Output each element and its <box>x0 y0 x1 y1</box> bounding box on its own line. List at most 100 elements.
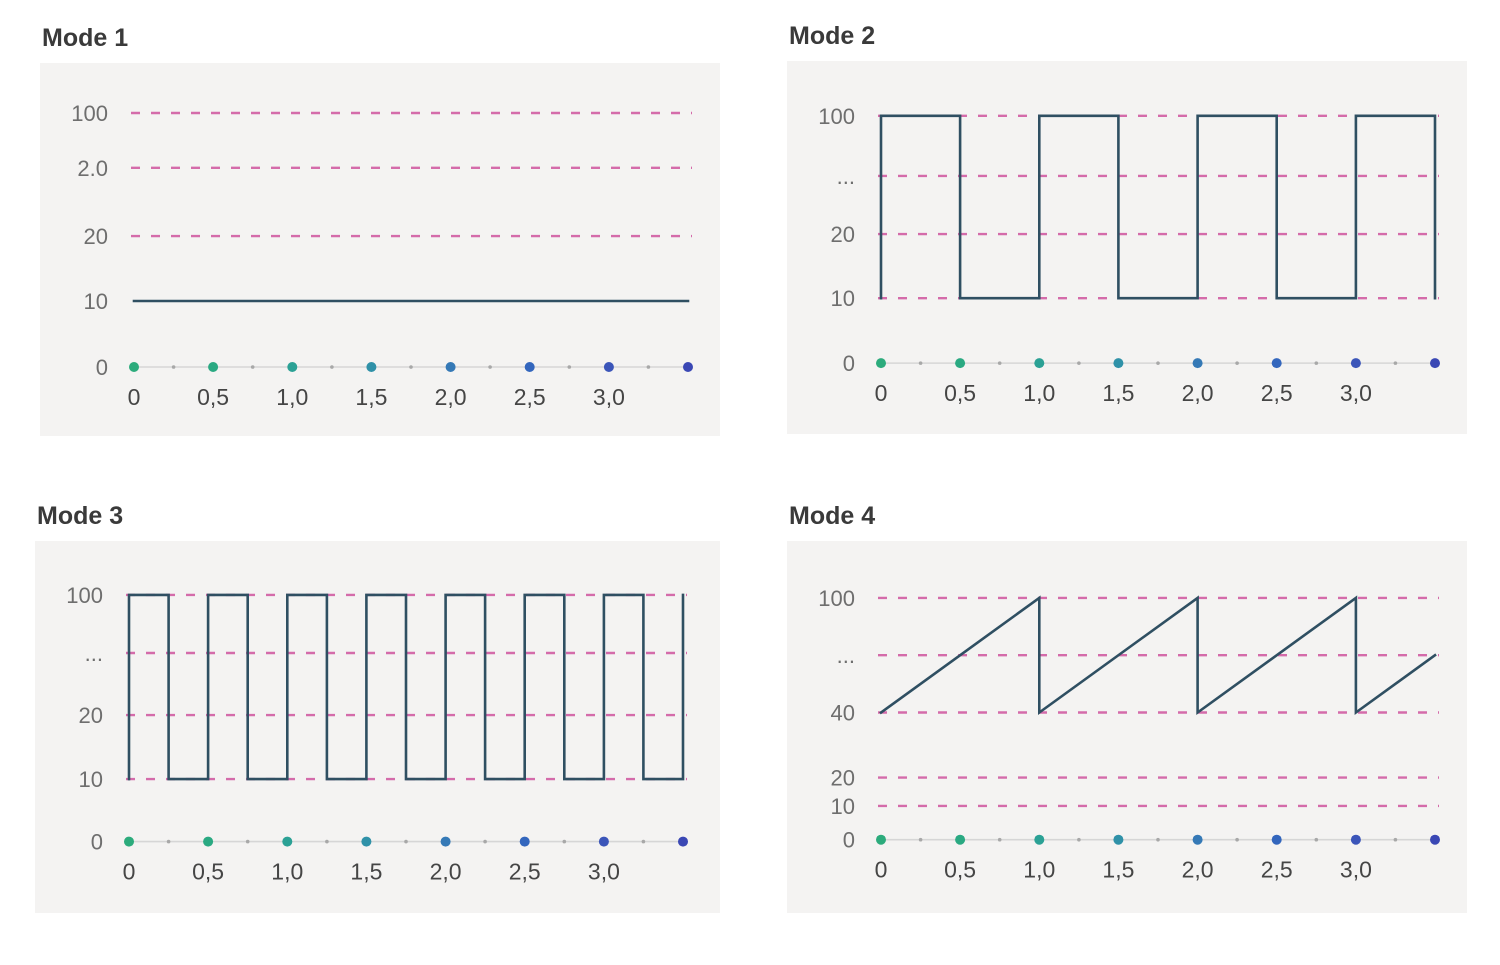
axis-major-tick-dot <box>876 834 886 845</box>
waveform-line <box>879 595 1437 716</box>
x-tick-label: 0,5 <box>192 859 224 885</box>
chart-panel-mode-1: 100 2.0 20 10 0 0 0,5 1,0 1,5 2,0 2,5 3,0 <box>40 63 720 436</box>
x-tick-label: 1,0 <box>1023 380 1055 406</box>
x-tick-label: 1,5 <box>355 384 387 410</box>
x-tick-label: 1,0 <box>1023 857 1055 883</box>
axis-minor-tick-dot <box>409 365 413 369</box>
chart-title-mode-2: Mode 2 <box>789 22 876 50</box>
x-tick-label: 0 <box>875 857 888 883</box>
axis-minor-tick-dot <box>567 365 572 369</box>
y-tick-label: 10 <box>79 767 103 792</box>
axis-minor-tick-dot <box>1077 361 1081 365</box>
y-tick-label: 0 <box>91 830 103 855</box>
axis-minor-tick-dot <box>1393 837 1398 842</box>
waveform-line <box>127 593 685 781</box>
axis-major-tick-dot <box>524 361 535 372</box>
chart-title-mode-4: Mode 4 <box>789 502 876 530</box>
axis-minor-tick-dot <box>1077 837 1081 842</box>
axis-major-tick-dot <box>129 361 139 372</box>
axis-minor-tick-dot <box>325 839 329 844</box>
axis-minor-tick-dot <box>1235 361 1239 365</box>
x-tick-label: 2,5 <box>1261 380 1293 406</box>
y-tick-label: 40 <box>831 701 855 726</box>
y-tick-label: 10 <box>84 289 108 314</box>
axis-major-tick-dot <box>519 836 530 847</box>
y-tick-label: 100 <box>818 586 855 611</box>
y-tick-label: ... <box>837 643 855 668</box>
axis-minor-tick-dot <box>1314 837 1319 842</box>
x-tick-label: 2,0 <box>430 859 462 885</box>
x-tick-label: 2,0 <box>435 384 467 410</box>
x-tick-label: 3,0 <box>593 384 625 410</box>
axis-minor-tick-dot <box>404 839 408 844</box>
axis-major-tick-dot <box>683 361 693 372</box>
axis-minor-tick-dot <box>171 365 176 369</box>
chart-panel-mode-2: 100... 20 10 0 0 0,5 1,0 1,5 2,0 2,5 3,0 <box>787 61 1467 434</box>
chart-title-mode-3: Mode 3 <box>37 502 124 530</box>
axis-major-tick-dot <box>876 358 886 369</box>
axis-minor-tick-dot <box>1314 361 1319 365</box>
y-tick-label: 0 <box>843 828 855 853</box>
axis-minor-tick-dot <box>483 839 487 844</box>
y-tick-label: 10 <box>831 794 855 819</box>
axis-major-tick-dot <box>598 836 609 847</box>
axis-minor-tick-dot <box>166 839 171 844</box>
axis-major-tick-dot <box>440 836 451 847</box>
x-tick-label: 2,5 <box>1261 857 1293 883</box>
axis-major-tick-dot <box>282 836 293 847</box>
chart-panel-mode-3: 100... 20 10 0 0 0,5 1,0 1,5 2,0 2,5 3,0 <box>35 541 720 913</box>
axis-major-tick-dot <box>287 361 298 372</box>
axis-major-tick-dot <box>1430 834 1440 845</box>
axis-major-tick-dot <box>1034 834 1045 845</box>
y-tick-label: 0 <box>843 351 855 376</box>
axis-major-tick-dot <box>955 834 966 845</box>
y-tick-label: 20 <box>79 703 103 728</box>
axis-major-tick-dot <box>1350 834 1361 845</box>
axis-major-tick-dot <box>208 361 219 372</box>
axis-major-tick-dot <box>1350 358 1361 369</box>
chart-block-mode-2: Mode 2 100... 20 10 0 0 0,5 1,0 1,5 2,0 2,5 3,0 <box>787 22 1467 434</box>
axis-minor-tick-dot <box>245 839 250 844</box>
x-tick-label: 1,0 <box>276 384 308 410</box>
axis-major-tick-dot <box>678 836 688 847</box>
chart-title-mode-1: Mode 1 <box>42 24 129 52</box>
axis-minor-tick-dot <box>646 365 651 369</box>
x-tick-label: 1,5 <box>350 859 382 885</box>
y-tick-label: 100 <box>71 101 108 126</box>
x-tick-label: 1,0 <box>271 859 303 885</box>
axis-major-tick-dot <box>955 358 966 369</box>
axis-minor-tick-dot <box>997 837 1002 842</box>
chart-block-mode-3: Mode 3 100... 20 10 0 0 0,5 1,0 1,5 2,0 2,5 3,0 <box>35 502 720 913</box>
axis-minor-tick-dot <box>1235 837 1239 842</box>
x-tick-label: 0,5 <box>944 380 976 406</box>
y-tick-label: 20 <box>84 224 108 249</box>
axis-major-tick-dot <box>124 836 134 847</box>
chart-panel-mode-4: 100... 40 20 10 0 0 0,5 1,0 1,5 2,0 2,5 3,0 <box>787 541 1467 913</box>
axis-minor-tick-dot <box>562 839 567 844</box>
axis-minor-tick-dot <box>997 361 1002 365</box>
axis-major-tick-dot <box>1113 358 1124 369</box>
axis-major-tick-dot <box>1430 358 1440 369</box>
x-tick-label: 0,5 <box>944 857 976 883</box>
x-tick-label: 0 <box>123 859 136 885</box>
y-tick-label: ... <box>85 641 103 666</box>
x-tick-label: 2,0 <box>1182 380 1214 406</box>
axis-major-tick-dot <box>1271 358 1282 369</box>
y-tick-label: ... <box>837 164 855 189</box>
x-tick-label: 1,5 <box>1102 380 1134 406</box>
axis-major-tick-dot <box>203 836 214 847</box>
x-tick-label: 2,0 <box>1182 857 1214 883</box>
axis-major-tick-dot <box>361 836 372 847</box>
y-tick-label: 10 <box>831 286 855 311</box>
axis-minor-tick-dot <box>918 361 923 365</box>
x-tick-label: 0 <box>875 380 888 406</box>
axis-minor-tick-dot <box>488 365 492 369</box>
waveform-line <box>879 114 1437 300</box>
axis-major-tick-dot <box>1034 358 1045 369</box>
axis-major-tick-dot <box>1192 834 1203 845</box>
x-tick-label: 0,5 <box>197 384 229 410</box>
x-tick-label: 2,5 <box>514 384 546 410</box>
